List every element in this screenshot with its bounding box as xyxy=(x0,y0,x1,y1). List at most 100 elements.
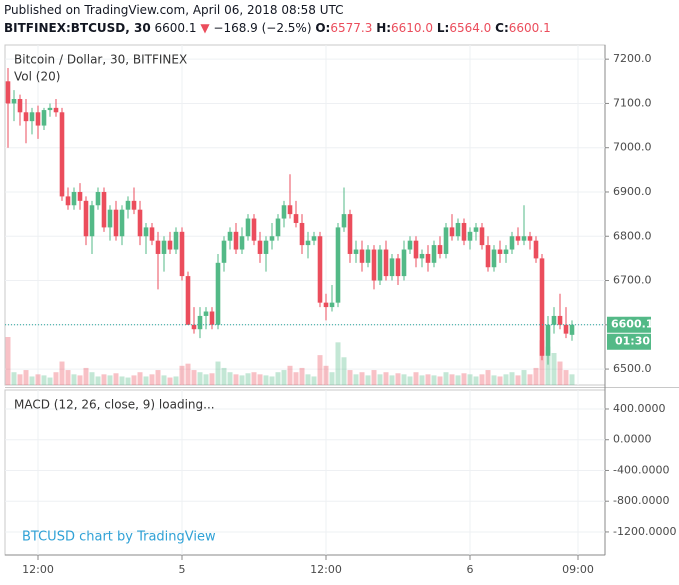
volume-bar xyxy=(455,375,461,385)
volume-bar xyxy=(221,367,227,385)
volume-bar xyxy=(431,375,437,385)
candle-body xyxy=(77,191,83,201)
open-label: O: xyxy=(315,21,331,35)
volume-bar xyxy=(143,376,149,385)
published-note: Published on TradingView.com, April 06, … xyxy=(4,3,344,17)
volume-bar xyxy=(77,375,83,385)
volume-bar xyxy=(383,372,389,385)
volume-bar xyxy=(149,374,155,385)
volume-bar xyxy=(71,374,77,385)
chart: 12:00512:00609:006500.06600.06700.06800.… xyxy=(4,44,679,576)
candle-body xyxy=(89,205,95,237)
last-price: 6600.1 xyxy=(154,21,197,35)
volume-bar xyxy=(239,375,245,385)
watermark: BTCUSD chart by TradingView xyxy=(22,530,216,545)
candle-body xyxy=(53,107,59,113)
y-tick-label: 6500.0 xyxy=(613,362,652,375)
volume-bar xyxy=(203,374,209,385)
volume-bar xyxy=(185,363,191,385)
close-value: 6600.1 xyxy=(508,21,551,35)
candle-body xyxy=(437,245,443,254)
candle-body xyxy=(257,240,263,254)
volume-bar xyxy=(287,365,293,385)
volume-bar xyxy=(503,374,509,385)
volume-bar xyxy=(179,365,185,385)
volume-bar xyxy=(425,374,431,385)
candle-body xyxy=(83,200,89,237)
volume-bar xyxy=(551,353,557,385)
x-tick-label: 5 xyxy=(179,563,186,576)
candle-body xyxy=(455,222,461,237)
candle-body xyxy=(107,209,113,228)
volume-bar xyxy=(371,370,377,385)
candle-body xyxy=(533,240,539,259)
candle-body xyxy=(11,99,17,104)
volume-bar xyxy=(539,340,545,385)
volume-bar xyxy=(5,337,11,385)
volume-bar xyxy=(257,374,263,385)
volume-bar xyxy=(449,374,455,385)
volume-bar xyxy=(461,373,467,385)
candle-body xyxy=(317,236,323,303)
volume-bar xyxy=(167,377,173,385)
candle-body xyxy=(365,249,371,263)
candle-body xyxy=(413,240,419,259)
volume-bar xyxy=(113,373,119,385)
volume-bar xyxy=(53,372,59,385)
volume-bar xyxy=(65,370,71,385)
high-label: H: xyxy=(376,21,392,35)
price-pane xyxy=(4,44,606,386)
candle-body xyxy=(479,227,485,246)
volume-bar xyxy=(323,365,329,385)
volume-bar xyxy=(299,367,305,385)
candle-body xyxy=(395,258,401,277)
candle-body xyxy=(383,249,389,277)
candle-body xyxy=(185,276,191,325)
countdown-label: 01:30 xyxy=(615,335,650,348)
volume-bar xyxy=(413,372,419,385)
price-label: 6600.1 xyxy=(611,318,653,331)
volume-bar xyxy=(467,374,473,385)
candle-body xyxy=(431,245,437,263)
candle-body xyxy=(191,324,197,330)
candle-body xyxy=(161,240,167,254)
candle-body xyxy=(311,236,317,241)
candle-body xyxy=(233,231,239,250)
volume-bar xyxy=(11,372,17,385)
candle-body xyxy=(209,311,215,325)
y-tick-label: 7200.0 xyxy=(613,52,652,65)
candle-body xyxy=(569,324,575,335)
candle-body xyxy=(17,99,23,113)
volume-bar xyxy=(359,372,365,385)
candle-body xyxy=(179,231,185,277)
change: −168.9 (−2.5%) xyxy=(213,21,312,35)
volume-bar xyxy=(59,361,65,385)
candle-body xyxy=(47,107,53,111)
volume-bar xyxy=(191,370,197,385)
candle-body xyxy=(167,240,173,250)
volume-bar xyxy=(473,376,479,385)
candle-body xyxy=(401,249,407,277)
volume-bar xyxy=(161,375,167,385)
candle-body xyxy=(563,324,569,334)
candle-body xyxy=(245,218,251,237)
volume-bar xyxy=(173,376,179,385)
candle-body xyxy=(251,218,257,241)
volume-bar xyxy=(107,375,113,385)
candle-body xyxy=(527,236,533,241)
y-tick-label: 7100.0 xyxy=(613,96,652,109)
candle-body xyxy=(359,249,365,263)
volume-bar xyxy=(131,375,137,385)
volume-bar xyxy=(293,372,299,385)
candle-body xyxy=(269,236,275,241)
candle-body xyxy=(149,227,155,241)
volume-bar xyxy=(269,376,275,385)
close-label: C: xyxy=(495,21,509,35)
candle-body xyxy=(485,245,491,268)
volume-bar xyxy=(389,375,395,385)
volume-bar xyxy=(41,375,47,385)
volume-bar xyxy=(509,372,515,385)
volume-bar xyxy=(557,361,563,385)
low-value: 6564.0 xyxy=(449,21,492,35)
volume-bar xyxy=(155,370,161,385)
